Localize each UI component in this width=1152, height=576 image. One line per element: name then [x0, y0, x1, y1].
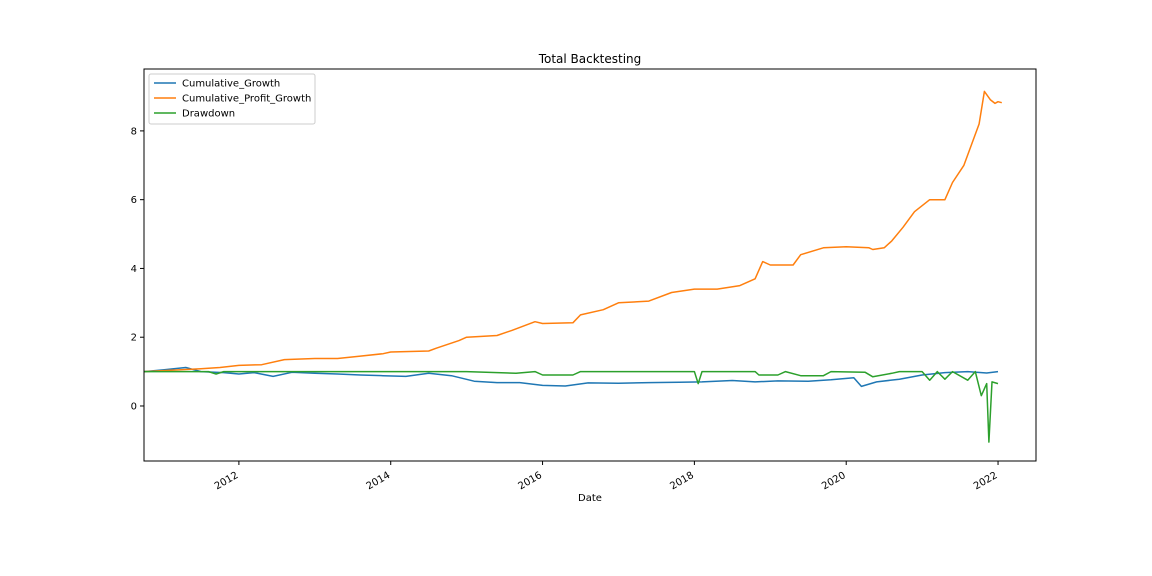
plot-frame: [143, 68, 1037, 462]
x-tick-label: 2018: [668, 470, 696, 492]
series-line-cumulative-profit-growth: [143, 90, 1002, 373]
x-tick-label: 2020: [820, 470, 848, 492]
y-axis-ticks: 0 2 4 6 8: [131, 126, 144, 412]
legend-box: [148, 73, 316, 125]
legend: Cumulative_Growth Cumulative_Profit_Growt…: [148, 73, 316, 125]
series-line-cumulative-growth: [143, 366, 999, 388]
y-tick-label: 0: [131, 401, 137, 412]
plot-area: [144, 69, 1036, 461]
x-axis-ticks: 2012 2014 2016 2018 2020 2022: [213, 461, 1000, 492]
legend-label: Cumulative_Growth: [182, 79, 280, 90]
y-tick-label: 6: [131, 195, 137, 206]
series-layer: [143, 90, 1002, 443]
y-tick-label: 2: [131, 333, 137, 344]
y-tick-label: 4: [131, 264, 137, 275]
x-tick-label: 2022: [972, 470, 1000, 492]
legend-label: Cumulative_Profit_Growth: [182, 94, 311, 105]
x-tick-label: 2012: [213, 470, 241, 492]
y-tick-label: 8: [131, 126, 137, 137]
chart-title: Total Backtesting: [538, 52, 642, 66]
x-tick-label: 2016: [517, 470, 545, 492]
x-tick-label: 2014: [365, 470, 393, 492]
legend-label: Drawdown: [182, 109, 235, 120]
x-axis-label: Date: [578, 493, 602, 504]
series-line-drawdown: [144, 370, 999, 443]
